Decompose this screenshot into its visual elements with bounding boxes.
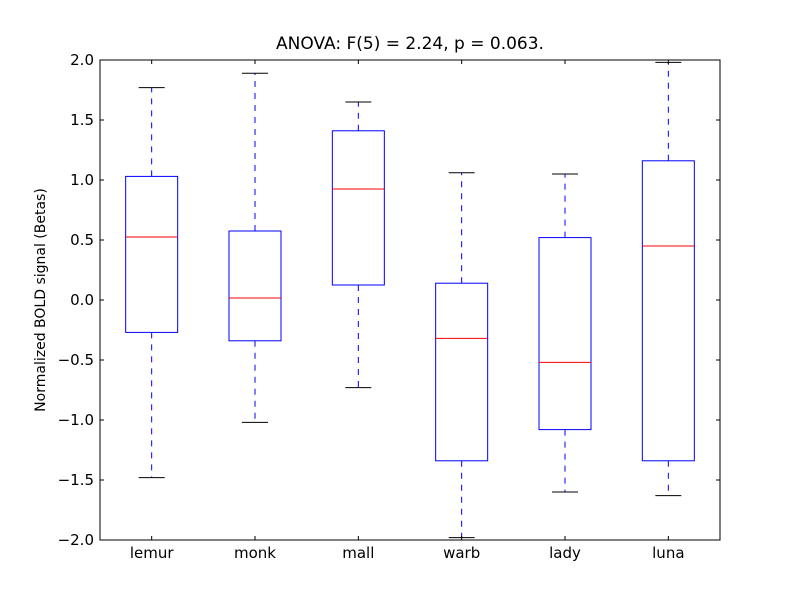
x-tick-label: lemur <box>130 544 175 562</box>
y-tick-label: 2.0 <box>70 51 94 69</box>
box <box>228 230 282 342</box>
y-tick-label: −0.5 <box>58 351 94 369</box>
y-tick-label: 1.0 <box>70 171 94 189</box>
chart-title: ANOVA: F(5) = 2.24, p = 0.063. <box>276 34 544 54</box>
x-tick-label: luna <box>652 544 684 562</box>
box-group-lady <box>538 173 592 493</box>
x-tick-label: warb <box>443 544 480 562</box>
x-tick-label: monk <box>234 544 276 562</box>
box <box>641 160 695 462</box>
plot-frame <box>99 59 721 541</box>
box-group-luna <box>641 61 695 497</box>
y-tick-label: 0.0 <box>70 291 94 309</box>
box-group-warb <box>435 172 489 539</box>
y-tick-label: −1.5 <box>58 471 94 489</box>
x-tick-label: lady <box>549 544 581 562</box>
box-group-mall <box>331 101 385 389</box>
y-tick-label: −1.0 <box>58 411 94 429</box>
box <box>331 130 385 286</box>
y-tick-label: 0.5 <box>70 231 94 249</box>
box-group-lemur <box>125 87 179 479</box>
y-axis-label: Normalized BOLD signal (Betas) <box>33 188 49 412</box>
box <box>125 175 179 333</box>
box-group-monk <box>228 72 282 423</box>
box <box>435 282 489 462</box>
y-tick-label: −2.0 <box>58 531 94 549</box>
y-tick-label: 1.5 <box>70 111 94 129</box>
x-tick-label: mall <box>342 544 374 562</box>
box <box>538 237 592 431</box>
